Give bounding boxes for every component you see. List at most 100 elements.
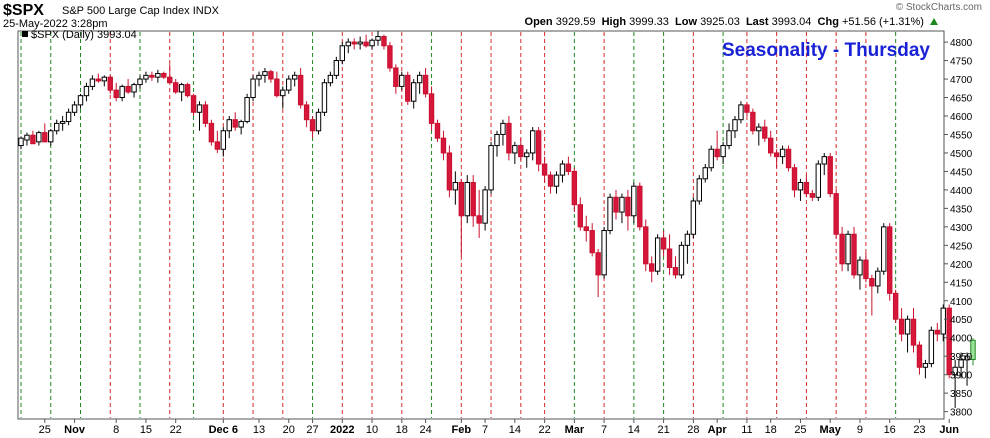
candle-body [565, 163, 572, 172]
candle-body [95, 78, 102, 82]
candle-body [422, 74, 429, 95]
candle-body [178, 84, 185, 93]
candle-body [196, 104, 203, 113]
candle-body [286, 78, 292, 91]
x-tick-label: 2022 [330, 424, 354, 436]
candle-body [244, 97, 250, 123]
candle-body [613, 196, 619, 213]
candle-body [506, 122, 512, 154]
x-tick-label: 25 [794, 424, 806, 436]
x-tick-label: 18 [396, 424, 408, 436]
candle-body [214, 141, 221, 150]
chg-label: Chg [817, 16, 839, 28]
candle-body [476, 215, 482, 224]
candle-body [946, 307, 952, 376]
candle-body [881, 226, 887, 272]
index-full-name: S&P 500 Large Cap Index [62, 5, 190, 17]
candle-body [904, 318, 911, 335]
x-tick-label: Jun [939, 424, 959, 436]
candle-body [625, 196, 631, 217]
x-tick-label: 28 [687, 424, 699, 436]
candle-body [143, 74, 149, 80]
candle-body [619, 196, 625, 213]
x-tick-label: 21 [657, 424, 669, 436]
open-value: 3929.59 [555, 16, 596, 28]
candle-body [131, 84, 137, 93]
candle-body [732, 119, 738, 132]
candle-body [666, 248, 673, 268]
x-tick-label: 23 [913, 424, 925, 436]
candle-body [167, 76, 173, 84]
y-tick-label: 4100 [950, 297, 973, 308]
candle-body [833, 193, 839, 235]
y-tick-label: 4000 [950, 334, 973, 345]
y-tick-label: 4500 [950, 149, 973, 160]
candle-body [518, 145, 524, 158]
candle-body [363, 41, 369, 47]
x-tick-label: Apr [708, 424, 728, 436]
candlesticks [18, 31, 976, 408]
candle-body [357, 41, 363, 45]
candle-body [321, 82, 328, 113]
x-tick-label: 7 [482, 424, 488, 436]
ohlc-readout: Open 3929.59 High 3999.33 Low 3925.03 La… [525, 16, 938, 28]
candle-body [952, 366, 958, 376]
candle-body [65, 111, 72, 123]
candle-body [660, 237, 667, 250]
candle-body [208, 122, 215, 143]
candle-body [113, 89, 119, 99]
candle-body [607, 196, 613, 232]
candle-body [173, 82, 179, 93]
index-name: S&P 500 Large Cap Index INDX [62, 5, 219, 17]
candle-body [149, 74, 155, 78]
x-tick-label: 10 [366, 424, 378, 436]
candle-body [756, 126, 762, 132]
candle-body [762, 126, 768, 139]
x-tick-label: 7 [601, 424, 607, 436]
y-tick-label: 4750 [950, 57, 973, 68]
candle-body [411, 82, 417, 102]
candle-body [24, 134, 30, 141]
candle-body [393, 67, 399, 87]
candle-body [125, 85, 131, 93]
y-tick-label: 4400 [950, 186, 973, 197]
candle-body [250, 78, 256, 99]
candle-body [958, 359, 964, 368]
y-tick-label: 3850 [950, 389, 973, 400]
candle-body [77, 95, 84, 106]
candle-body [345, 41, 351, 47]
candle-body [54, 122, 60, 132]
candle-body [678, 244, 685, 276]
candle-body [601, 230, 607, 276]
candle-body [500, 122, 506, 135]
y-tick-label: 4600 [950, 112, 973, 123]
x-tick-label: 18 [765, 424, 777, 436]
candle-body [351, 41, 357, 45]
x-tick-label: 9 [857, 424, 863, 436]
candle-body [821, 156, 827, 165]
candle-body [720, 145, 726, 158]
candle-body [202, 104, 209, 124]
y-tick-label: 4250 [950, 241, 973, 252]
candle-body [30, 134, 36, 145]
candle-body [702, 167, 708, 180]
y-tick-label: 4550 [950, 130, 973, 141]
candle-body [297, 74, 304, 106]
x-tick-label: Nov [64, 424, 86, 436]
candle-body [964, 355, 970, 361]
candle-body [107, 76, 113, 91]
candle-body [916, 344, 923, 368]
candle-body [726, 130, 732, 147]
x-tick-label: Dec 6 [209, 424, 238, 436]
candle-body [333, 60, 340, 76]
candle-body [559, 163, 566, 176]
candle-body [315, 111, 322, 132]
candle-body [512, 145, 518, 154]
y-tick-label: 3800 [950, 408, 973, 419]
candle-body [440, 137, 447, 154]
candle-body [220, 130, 227, 150]
candle-body [892, 292, 899, 320]
candle-body [845, 233, 851, 265]
candle-body [553, 174, 560, 187]
candle-body [42, 132, 48, 143]
